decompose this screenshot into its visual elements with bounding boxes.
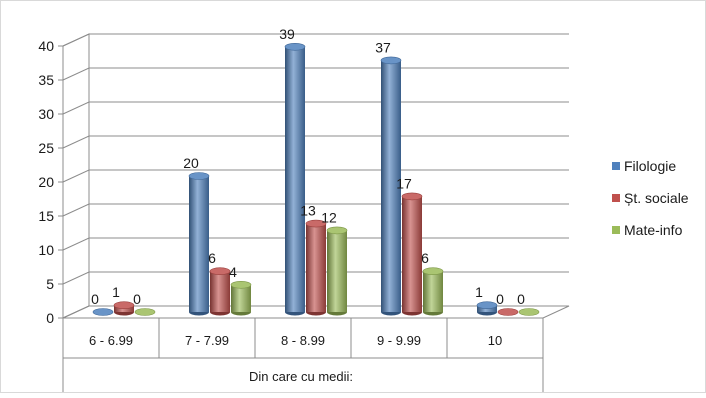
category-label: 8 - 8.99 xyxy=(281,333,325,348)
data-label: 39 xyxy=(279,26,295,42)
legend-swatch xyxy=(612,162,620,170)
gridline xyxy=(62,203,569,217)
bar xyxy=(188,172,210,316)
data-label: 37 xyxy=(375,39,391,55)
y-tick-label: 15 xyxy=(38,208,54,224)
legend-swatch xyxy=(612,194,620,202)
gridline xyxy=(62,135,569,149)
bar xyxy=(326,226,348,316)
y-tick-label: 35 xyxy=(38,72,54,88)
bar xyxy=(422,267,444,316)
data-label: 13 xyxy=(300,203,316,219)
data-label: 20 xyxy=(183,155,199,171)
category-label: 7 - 7.99 xyxy=(185,333,229,348)
y-tick-label: 25 xyxy=(38,140,54,156)
bar xyxy=(401,192,423,316)
data-label: 1 xyxy=(475,284,483,300)
legend-swatch xyxy=(612,226,620,234)
legend-label: Filologie xyxy=(624,158,676,174)
data-label: 12 xyxy=(321,209,337,225)
category-label: 10 xyxy=(488,333,502,348)
y-tick-label: 20 xyxy=(38,174,54,190)
bar xyxy=(134,308,156,316)
data-label: 0 xyxy=(517,291,525,307)
legend-item: Filologie xyxy=(612,158,676,174)
data-label: 17 xyxy=(396,175,412,191)
gridline xyxy=(62,101,569,115)
y-tick-label: 30 xyxy=(38,106,54,122)
data-label: 6 xyxy=(421,250,429,266)
data-label: 0 xyxy=(496,291,504,307)
legend-item: Mate-info xyxy=(612,222,683,238)
bars xyxy=(92,42,540,316)
bar xyxy=(284,42,306,316)
category-label: 6 - 6.99 xyxy=(89,333,133,348)
data-label: 1 xyxy=(112,284,120,300)
gridline xyxy=(62,67,569,81)
x-axis-table: 6 - 6.99 7 - 7.99 8 - 8.99 9 - 9.99 10 xyxy=(62,317,544,392)
bar xyxy=(380,56,402,316)
y-axis: 0 5 10 15 20 25 30 35 40 xyxy=(38,38,64,326)
legend-label: Mate-info xyxy=(624,222,683,238)
y-tick-label: 5 xyxy=(46,276,54,292)
bar xyxy=(476,301,498,316)
bar xyxy=(230,280,252,316)
y-tick-label: 0 xyxy=(46,310,54,326)
legend-item: Șt. sociale xyxy=(612,190,689,206)
legend: Filologie Șt. sociale Mate-info xyxy=(612,158,689,238)
category-label: 9 - 9.99 xyxy=(377,333,421,348)
bar xyxy=(497,308,519,316)
gridline xyxy=(62,33,569,47)
y-tick-label: 40 xyxy=(38,38,54,54)
bar xyxy=(518,308,540,316)
data-label: 0 xyxy=(91,291,99,307)
data-label: 4 xyxy=(229,264,237,280)
x-axis-title: Din care cu medii: xyxy=(249,369,353,384)
bar xyxy=(209,267,231,316)
bar xyxy=(305,219,327,316)
gridline xyxy=(62,169,569,183)
bar xyxy=(92,308,114,316)
data-label: 6 xyxy=(208,250,216,266)
y-tick-label: 10 xyxy=(38,242,54,258)
bar xyxy=(113,301,135,316)
data-label: 0 xyxy=(133,291,141,307)
legend-label: Șt. sociale xyxy=(624,190,689,206)
